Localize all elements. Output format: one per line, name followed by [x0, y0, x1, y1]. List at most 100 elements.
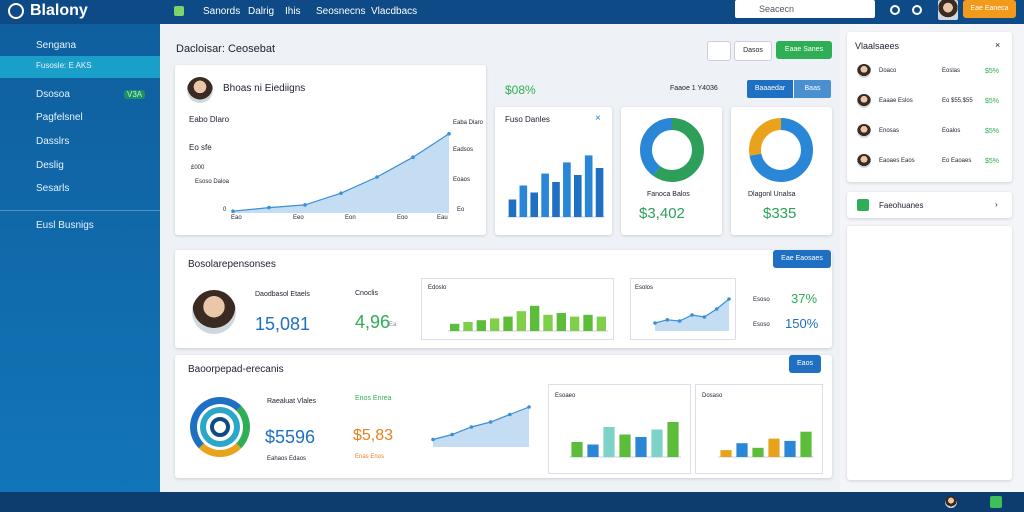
avatar: [945, 496, 957, 508]
link-card[interactable]: Faeohuanes ›: [847, 192, 1012, 218]
search-box[interactable]: Seacecn: [735, 0, 875, 18]
avatar: [187, 77, 213, 103]
bar: [503, 316, 513, 331]
icon-button[interactable]: [707, 41, 731, 61]
search-placeholder: Seacecn: [759, 4, 795, 14]
nav-item[interactable]: Ihis: [285, 6, 301, 17]
bar: [573, 175, 582, 217]
logo: Blalony: [30, 2, 88, 19]
bar: [476, 320, 486, 331]
bar: [667, 422, 679, 457]
row-value: $5%: [985, 128, 1000, 135]
ring: [210, 417, 230, 437]
sidebar-item[interactable]: Eusl Busnigs: [36, 220, 94, 231]
button[interactable]: Eaae Sanes: [776, 41, 832, 59]
divider: [0, 210, 160, 211]
axis-label: Eadsos: [453, 147, 474, 153]
bar: [651, 429, 663, 457]
sidebar-active: [0, 56, 160, 78]
person-value: 15,081: [255, 314, 311, 334]
sidebar-item[interactable]: Pagfelsnel: [36, 112, 83, 123]
sidebar-item[interactable]: Dasslrs: [36, 136, 70, 147]
nav-item[interactable]: Dalrig: [248, 6, 275, 17]
close-icon[interactable]: ×: [595, 113, 601, 124]
area: [233, 133, 449, 213]
bar-chart: [718, 431, 814, 458]
chart-title: Dosaso: [702, 393, 723, 399]
metric-value: 4,96: [355, 312, 391, 332]
top-bar: Blalony Sanords Dalrig Ihis Seosnecns Vl…: [0, 0, 1024, 24]
tab[interactable]: Baas: [794, 80, 831, 98]
summary-value: $08%: [505, 83, 536, 97]
point: [450, 432, 454, 437]
top-button[interactable]: Eae Eaneca: [963, 0, 1016, 18]
value: $5,83: [353, 427, 394, 444]
x-label: Eon: [345, 215, 356, 221]
bar: [595, 168, 604, 217]
x-label: Eau: [437, 215, 448, 221]
tab[interactable]: Baaaedar: [747, 80, 793, 98]
point: [375, 175, 379, 179]
axis-label: £000: [191, 165, 205, 171]
nav-item[interactable]: Seosnecns: [316, 6, 366, 17]
nav-item[interactable]: Vlacdbacs: [371, 6, 418, 17]
row-mid: Eo Eaoaes: [942, 158, 972, 164]
row-value: $5%: [985, 68, 1000, 75]
button[interactable]: Eaos: [789, 355, 821, 373]
row-name: Eaaae Eslos: [879, 98, 913, 104]
bar: [541, 173, 549, 217]
stat-value: 150%: [785, 316, 819, 331]
row-avatar: [857, 94, 871, 108]
bar: [516, 311, 526, 331]
nav-icon: [174, 6, 184, 16]
row-name: Enosas: [879, 128, 900, 134]
ring: [200, 407, 240, 447]
row-avatar: [857, 154, 871, 168]
axis-label: 0: [223, 207, 227, 213]
row-mid: Eo $55,$55: [942, 98, 973, 104]
stat-label: Esoso: [753, 297, 770, 303]
row-value: $5%: [985, 158, 1000, 165]
point: [714, 307, 719, 311]
filter[interactable]: Faaoe 1 Y4036: [670, 85, 718, 92]
section-title: Baoorpepad-erecanis: [188, 364, 284, 375]
bar: [736, 443, 748, 457]
chart-panel: Esoaeo: [548, 384, 691, 474]
sidebar-item[interactable]: Dsosoa: [36, 89, 70, 100]
x-label: Eao: [231, 215, 242, 221]
icon[interactable]: [912, 5, 922, 15]
point: [231, 209, 235, 213]
bar: [508, 199, 517, 217]
nav-item[interactable]: Sanords: [203, 6, 241, 17]
link-text[interactable]: Faeohuanes: [879, 201, 924, 210]
button[interactable]: Eae Eaosaes: [773, 250, 831, 268]
row-mid: Eoalos: [942, 128, 961, 134]
bar-chart: [507, 155, 605, 218]
button[interactable]: Dasos: [734, 41, 772, 61]
label: Raealuat Vlales: [267, 398, 317, 405]
section-title: Bosolarepensonses: [188, 259, 276, 270]
avatar[interactable]: [938, 0, 958, 20]
point: [431, 437, 435, 442]
bar: [596, 316, 606, 331]
sidebar-item[interactable]: Sesarls: [36, 183, 70, 194]
point: [447, 132, 451, 136]
point: [702, 315, 707, 319]
row-value: $5%: [985, 98, 1000, 105]
person-name: Daodbasol Etaels: [255, 291, 310, 298]
sidebar-item[interactable]: Sengana: [36, 40, 77, 51]
sidebar-item[interactable]: Fusosle: E AKS: [36, 61, 92, 70]
bar: [619, 434, 631, 457]
line-chart: [431, 405, 531, 447]
growth-card: Bhoas ni Eiediigns Eabo Dlaro Eo sfe £00…: [175, 65, 486, 235]
label: Enos Enrea: [355, 395, 392, 402]
sidebar-item[interactable]: Deslig: [36, 160, 64, 171]
icon[interactable]: [890, 5, 900, 15]
donut-label: Dlagonl Unalsa: [748, 191, 796, 198]
avatar: [192, 290, 236, 334]
axis-label: Eo sfe: [189, 143, 212, 152]
page-title: Dacloisar: Ceosebat: [176, 43, 276, 55]
stat-value: 37%: [791, 291, 818, 306]
close-icon[interactable]: ×: [995, 40, 1001, 50]
donut-label: Fanoca Balos: [647, 191, 690, 198]
